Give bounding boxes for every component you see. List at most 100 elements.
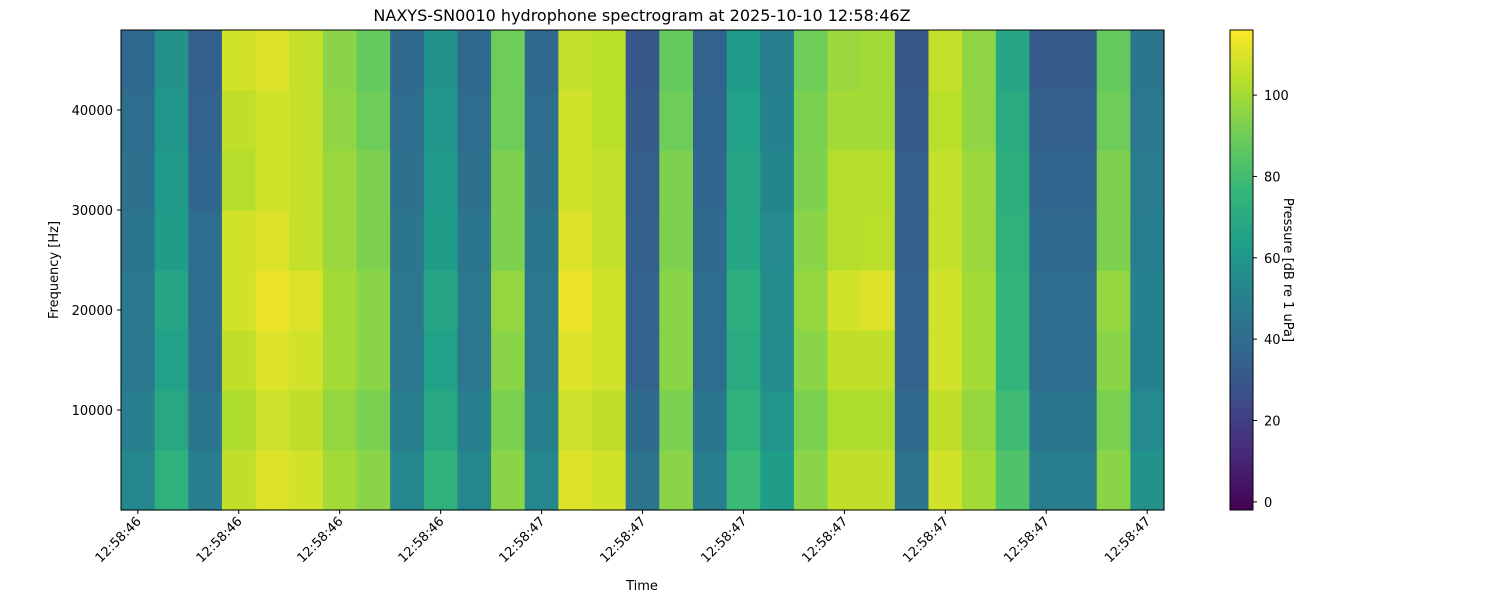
spectrogram-cell bbox=[221, 450, 257, 511]
spectrogram-cell bbox=[558, 390, 593, 451]
spectrogram-cell bbox=[793, 150, 829, 211]
spectrogram-cell bbox=[154, 330, 189, 391]
colorbar-tick-label: 80 bbox=[1264, 170, 1281, 185]
spectrogram-cell bbox=[491, 390, 526, 451]
spectrogram-cell bbox=[625, 270, 660, 331]
spectrogram-cell bbox=[995, 330, 1031, 391]
spectrogram-cell bbox=[1096, 90, 1131, 151]
spectrogram-cell bbox=[1096, 150, 1131, 211]
spectrogram-cell bbox=[1063, 390, 1098, 451]
y-tick-label: 10000 bbox=[72, 404, 113, 419]
spectrogram-cell bbox=[154, 30, 189, 91]
spectrogram-cell bbox=[1130, 30, 1165, 91]
spectrogram-cell bbox=[289, 450, 324, 511]
x-tick-label: 12:58:47 bbox=[597, 514, 649, 566]
spectrogram-cell bbox=[289, 330, 324, 391]
spectrogram-cell bbox=[827, 390, 862, 451]
spectrogram-cell bbox=[457, 450, 492, 511]
spectrogram-cell bbox=[121, 390, 156, 451]
spectrogram-cell bbox=[524, 450, 559, 511]
spectrogram-cell bbox=[962, 150, 997, 211]
spectrogram-cell bbox=[322, 30, 358, 91]
spectrogram-cell bbox=[457, 270, 492, 331]
spectrogram-cell bbox=[423, 450, 459, 511]
spectrogram-cell bbox=[558, 210, 593, 271]
spectrogram-cell bbox=[356, 30, 391, 91]
spectrogram-cell bbox=[188, 150, 223, 211]
colorbar bbox=[1229, 29, 1254, 511]
x-tick-label: 12:58:46 bbox=[194, 514, 246, 566]
spectrogram-cell bbox=[625, 150, 660, 211]
spectrogram-cell bbox=[827, 210, 862, 271]
spectrogram-cell bbox=[121, 330, 156, 391]
spectrogram-cell bbox=[928, 210, 963, 271]
spectrogram-cell bbox=[894, 150, 930, 211]
spectrogram-cell bbox=[962, 210, 997, 271]
colorbar-tick-label: 20 bbox=[1264, 415, 1281, 430]
spectrogram-cell bbox=[1130, 330, 1165, 391]
spectrogram-cell bbox=[1096, 30, 1131, 91]
spectrogram-cell bbox=[726, 450, 761, 511]
spectrogram-cell bbox=[390, 90, 425, 151]
spectrogram-cell bbox=[692, 30, 728, 91]
spectrogram-cell bbox=[692, 450, 728, 511]
spectrogram-cell bbox=[793, 210, 829, 271]
spectrogram-cell bbox=[390, 450, 425, 511]
spectrogram-cell bbox=[188, 270, 223, 331]
spectrogram-cell bbox=[726, 270, 761, 331]
spectrogram-cell bbox=[592, 390, 627, 451]
spectrogram-cell bbox=[928, 450, 963, 511]
spectrogram-cell bbox=[121, 450, 156, 511]
spectrogram-cell bbox=[423, 330, 459, 391]
y-tick-label: 40000 bbox=[72, 104, 113, 119]
spectrogram-cell bbox=[188, 30, 223, 91]
spectrogram-cell bbox=[894, 330, 930, 391]
spectrogram-cell bbox=[491, 30, 526, 91]
spectrogram-cell bbox=[423, 150, 459, 211]
spectrogram-cell bbox=[592, 30, 627, 91]
spectrogram-cell bbox=[861, 30, 896, 91]
x-tick-label: 12:58:46 bbox=[295, 514, 347, 566]
spectrogram-cell bbox=[928, 330, 963, 391]
spectrogram-cell bbox=[322, 270, 358, 331]
spectrogram-cell bbox=[121, 90, 156, 151]
spectrogram-cell bbox=[962, 30, 997, 91]
spectrogram-cell bbox=[491, 210, 526, 271]
colorbar-tick-label: 100 bbox=[1264, 89, 1289, 104]
spectrogram-cell bbox=[154, 90, 189, 151]
spectrogram-cell bbox=[894, 30, 930, 91]
spectrogram-cell bbox=[558, 270, 593, 331]
spectrogram-cell bbox=[558, 90, 593, 151]
spectrogram-cell bbox=[188, 330, 223, 391]
spectrogram-cell bbox=[289, 210, 324, 271]
spectrogram-cell bbox=[928, 30, 963, 91]
spectrogram-cell bbox=[1130, 450, 1165, 511]
spectrogram-cell bbox=[423, 30, 459, 91]
spectrogram-cell bbox=[659, 210, 694, 271]
spectrogram-cell bbox=[793, 90, 829, 151]
spectrogram-cell bbox=[1029, 390, 1064, 451]
spectrogram-cell bbox=[962, 390, 997, 451]
spectrogram-cell bbox=[255, 30, 290, 91]
spectrogram-cell bbox=[1130, 90, 1165, 151]
spectrogram-cell bbox=[1029, 150, 1064, 211]
spectrogram-cell bbox=[861, 90, 896, 151]
spectrogram-cell bbox=[962, 330, 997, 391]
spectrogram-cell bbox=[894, 270, 930, 331]
spectrogram-cell bbox=[255, 90, 290, 151]
spectrogram-cell bbox=[558, 330, 593, 391]
spectrogram-cell bbox=[995, 210, 1031, 271]
colorbar-label: Pressure [dB re 1 uPa] bbox=[1280, 198, 1295, 342]
chart-title: NAXYS-SN0010 hydrophone spectrogram at 2… bbox=[373, 6, 910, 25]
spectrogram-cell bbox=[491, 330, 526, 391]
spectrogram-cell bbox=[659, 90, 694, 151]
spectrogram-cell bbox=[827, 30, 862, 91]
spectrogram-cell bbox=[592, 450, 627, 511]
spectrogram-cell bbox=[356, 450, 391, 511]
spectrogram-cell bbox=[390, 270, 425, 331]
spectrogram-cell bbox=[659, 270, 694, 331]
y-tick-label: 20000 bbox=[72, 304, 113, 319]
spectrogram-cell bbox=[625, 390, 660, 451]
spectrogram-cell bbox=[121, 210, 156, 271]
